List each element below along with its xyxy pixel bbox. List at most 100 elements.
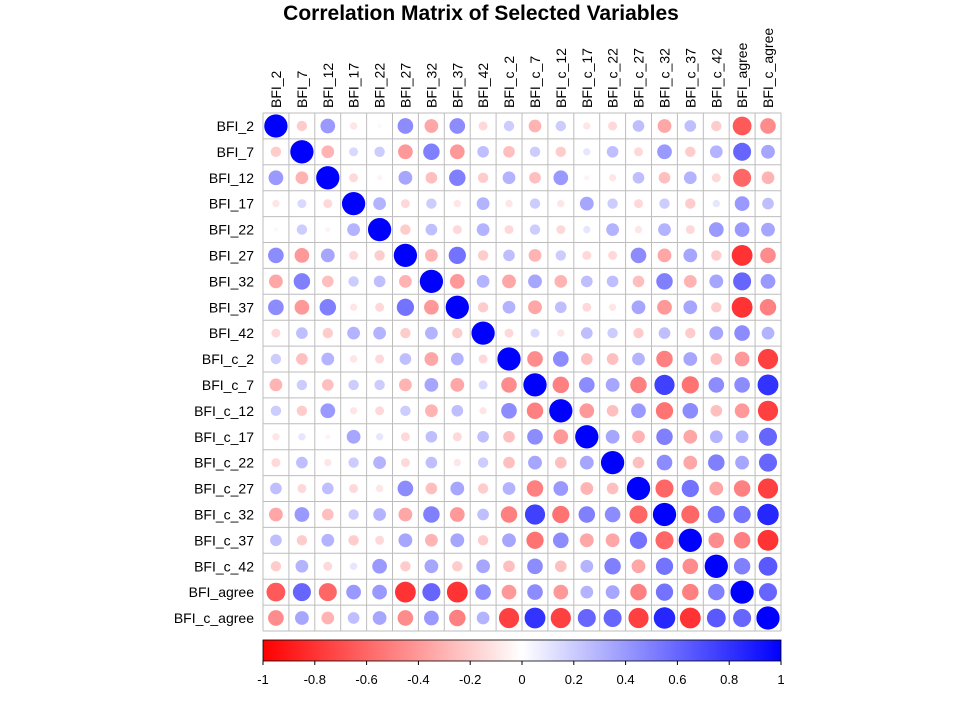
corr-point	[604, 558, 621, 575]
corr-point	[580, 585, 594, 599]
corr-point	[501, 584, 517, 600]
corr-point	[734, 222, 750, 237]
corr-point	[683, 429, 698, 444]
corr-point	[606, 404, 619, 417]
corr-point	[268, 247, 284, 264]
corr-point	[270, 405, 282, 417]
corr-point	[579, 455, 594, 470]
corr-point	[446, 581, 468, 603]
corr-point	[554, 275, 568, 288]
column-label: BFI_17	[346, 63, 362, 108]
corr-point	[449, 118, 466, 134]
corr-point	[452, 432, 462, 442]
corr-point	[523, 373, 547, 397]
corr-point	[733, 168, 752, 187]
corr-point	[709, 430, 723, 444]
corr-point	[397, 118, 414, 134]
corr-point	[552, 351, 569, 367]
corr-point	[527, 351, 543, 367]
corr-point	[631, 559, 646, 574]
column-label: BFI_27	[397, 63, 413, 108]
corr-point	[321, 508, 334, 521]
corr-point	[707, 505, 725, 524]
corr-point	[477, 145, 489, 158]
corr-point	[502, 274, 516, 289]
corr-point	[655, 531, 674, 550]
corr-point	[632, 171, 645, 184]
row-label: BFI_27	[209, 247, 254, 263]
corr-point	[685, 146, 696, 158]
corr-point	[393, 243, 418, 268]
corr-point	[373, 197, 386, 210]
corr-point	[477, 457, 489, 468]
corr-point	[758, 556, 778, 576]
corr-point	[270, 146, 282, 158]
corr-point	[398, 533, 413, 548]
row-label: BFI_22	[209, 222, 254, 238]
corr-point	[679, 607, 701, 629]
corr-point	[377, 123, 382, 129]
corr-point	[579, 533, 594, 548]
corr-point	[400, 199, 410, 209]
corr-point	[348, 535, 359, 546]
corr-point	[657, 119, 672, 133]
corr-point	[425, 223, 438, 236]
corr-point	[451, 404, 464, 417]
corr-point	[760, 118, 776, 134]
corr-point	[608, 121, 618, 131]
corr-point	[683, 300, 698, 315]
corr-point	[348, 379, 359, 391]
corr-point	[683, 171, 697, 185]
corr-point	[320, 118, 336, 134]
corr-point	[579, 403, 595, 419]
corr-point	[290, 140, 314, 164]
corr-point	[295, 611, 309, 625]
corr-point	[553, 481, 569, 496]
corr-point	[348, 457, 359, 468]
corr-point	[710, 353, 723, 365]
corr-point	[681, 479, 699, 498]
corr-point	[608, 303, 617, 311]
corr-point	[450, 378, 465, 392]
corr-point	[398, 144, 413, 160]
column-label: BFI_c_42	[708, 48, 724, 108]
column-label: BFI_42	[475, 63, 491, 108]
column-label: BFI_c_agree	[760, 28, 776, 108]
corr-point	[425, 456, 438, 469]
corr-point	[629, 505, 648, 524]
row-label: BFI_c_42	[194, 558, 254, 574]
column-label: BFI_c_7	[527, 56, 543, 108]
corr-point	[683, 455, 698, 470]
corr-point	[476, 223, 490, 236]
corr-point	[527, 584, 543, 600]
corr-point	[758, 427, 778, 446]
column-label: BFI_22	[372, 63, 388, 108]
corr-point	[760, 247, 776, 264]
corr-point	[449, 274, 465, 289]
column-label: BFI_c_2	[501, 56, 517, 108]
row-label: BFI_2	[217, 118, 255, 134]
corr-point	[730, 580, 754, 604]
row-label: BFI_c_12	[194, 403, 254, 419]
row-label: BFI_c_17	[194, 429, 254, 445]
corr-point	[708, 222, 724, 237]
corr-point	[757, 503, 779, 526]
corr-point	[400, 561, 411, 572]
corr-point	[500, 506, 518, 523]
corr-point	[296, 327, 308, 339]
corr-point	[757, 374, 779, 396]
corr-point	[425, 533, 438, 547]
row-label: BFI_c_37	[194, 532, 254, 548]
corr-point	[757, 400, 779, 421]
corr-point	[321, 533, 335, 547]
corr-point	[631, 403, 646, 419]
column-label: BFI_7	[294, 70, 310, 108]
corr-point	[528, 300, 542, 315]
corr-point	[424, 119, 439, 133]
corr-point	[580, 327, 593, 339]
corr-point	[557, 199, 565, 208]
corr-point	[367, 217, 392, 242]
colorbar-tick-label: -1	[257, 672, 269, 687]
corr-point	[349, 173, 359, 183]
